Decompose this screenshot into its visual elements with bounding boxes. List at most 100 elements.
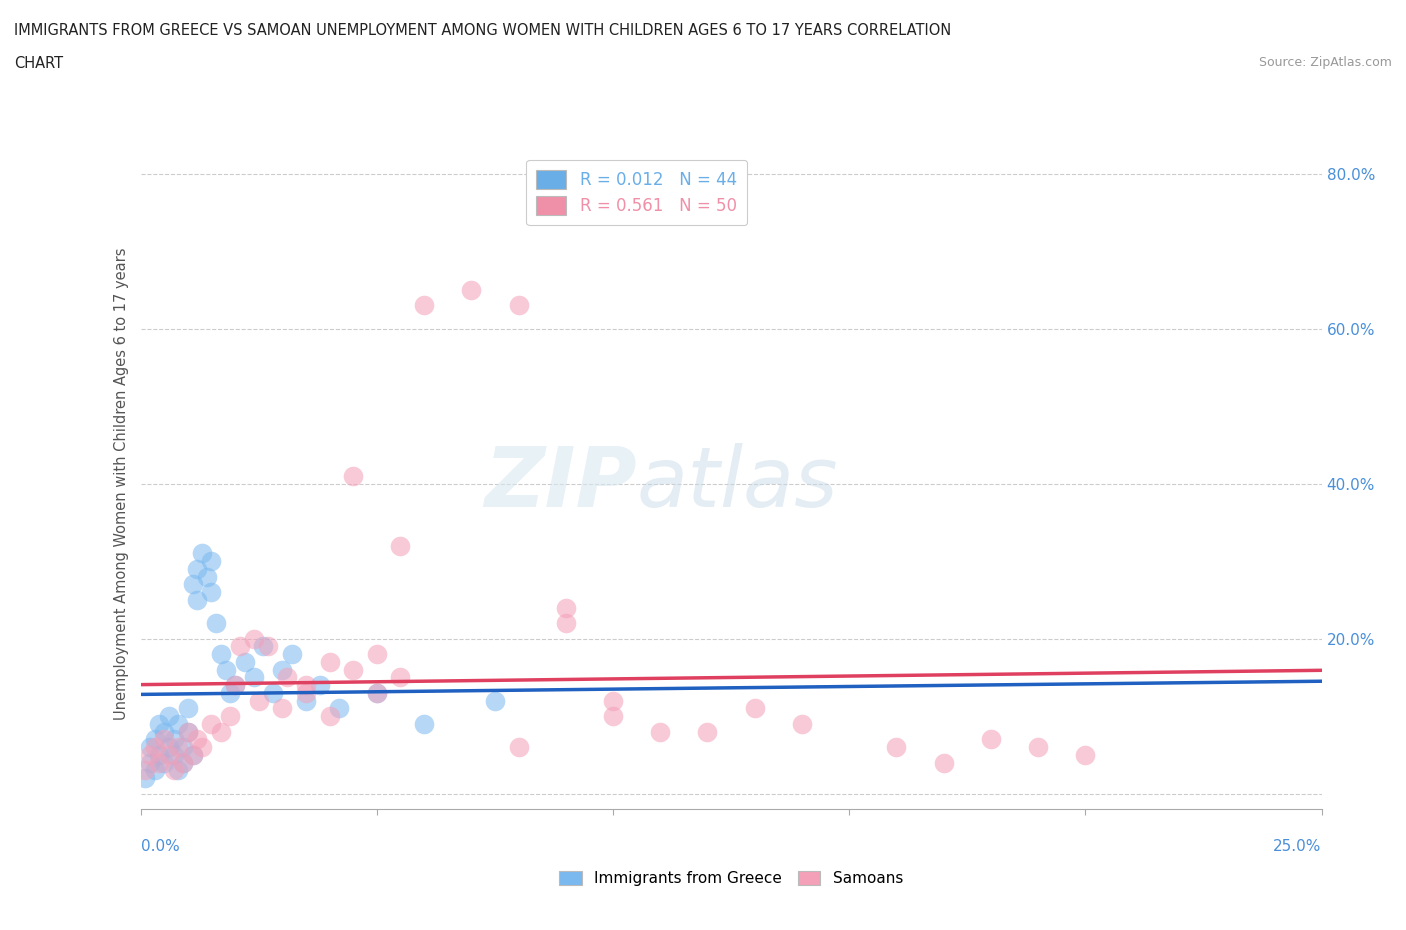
Point — [460, 283, 482, 298]
Point — [271, 662, 294, 677]
Point — [172, 739, 194, 754]
Point — [163, 748, 186, 763]
Point — [554, 616, 576, 631]
Text: atlas: atlas — [637, 443, 838, 525]
Point — [247, 693, 270, 708]
Point — [167, 763, 190, 777]
Point — [195, 569, 218, 584]
Point — [172, 755, 194, 770]
Point — [181, 748, 204, 763]
Y-axis label: Unemployment Among Women with Children Ages 6 to 17 years: Unemployment Among Women with Children A… — [114, 247, 129, 720]
Point — [177, 701, 200, 716]
Point — [309, 678, 332, 693]
Point — [413, 716, 436, 731]
Point — [177, 724, 200, 739]
Point — [243, 631, 266, 646]
Point — [508, 739, 530, 754]
Point — [243, 670, 266, 684]
Point — [484, 693, 506, 708]
Point — [143, 732, 166, 747]
Point — [696, 724, 718, 739]
Point — [980, 732, 1002, 747]
Point — [172, 755, 194, 770]
Point — [342, 469, 364, 484]
Point — [205, 616, 228, 631]
Point — [224, 678, 246, 693]
Point — [554, 600, 576, 615]
Point — [139, 739, 162, 754]
Point — [181, 748, 204, 763]
Point — [181, 577, 204, 591]
Point — [153, 732, 176, 747]
Point — [389, 670, 412, 684]
Point — [139, 748, 162, 763]
Point — [257, 639, 280, 654]
Point — [932, 755, 955, 770]
Point — [139, 755, 162, 770]
Point — [602, 693, 624, 708]
Point — [191, 546, 214, 561]
Point — [157, 709, 180, 724]
Point — [508, 298, 530, 312]
Point — [366, 646, 388, 661]
Point — [186, 562, 208, 577]
Point — [134, 763, 156, 777]
Point — [163, 732, 186, 747]
Point — [177, 724, 200, 739]
Point — [143, 739, 166, 754]
Point — [134, 771, 156, 786]
Point — [1074, 748, 1097, 763]
Point — [295, 685, 318, 700]
Point — [219, 685, 242, 700]
Point — [389, 538, 412, 553]
Point — [148, 716, 170, 731]
Point — [233, 655, 256, 670]
Point — [886, 739, 908, 754]
Point — [318, 655, 340, 670]
Point — [276, 670, 298, 684]
Point — [295, 693, 318, 708]
Text: IMMIGRANTS FROM GREECE VS SAMOAN UNEMPLOYMENT AMONG WOMEN WITH CHILDREN AGES 6 T: IMMIGRANTS FROM GREECE VS SAMOAN UNEMPLO… — [14, 23, 952, 38]
Text: CHART: CHART — [14, 56, 63, 71]
Point — [602, 709, 624, 724]
Point — [153, 724, 176, 739]
Point — [295, 678, 318, 693]
Point — [252, 639, 274, 654]
Point — [271, 701, 294, 716]
Point — [209, 646, 232, 661]
Point — [342, 662, 364, 677]
Point — [186, 592, 208, 607]
Point — [366, 685, 388, 700]
Text: 0.0%: 0.0% — [141, 839, 180, 854]
Point — [167, 739, 190, 754]
Point — [744, 701, 766, 716]
Point — [366, 685, 388, 700]
Legend: Immigrants from Greece, Samoans: Immigrants from Greece, Samoans — [553, 865, 910, 893]
Point — [790, 716, 813, 731]
Point — [143, 763, 166, 777]
Point — [229, 639, 252, 654]
Point — [200, 585, 222, 600]
Point — [650, 724, 672, 739]
Point — [186, 732, 208, 747]
Point — [209, 724, 232, 739]
Text: Source: ZipAtlas.com: Source: ZipAtlas.com — [1258, 56, 1392, 69]
Point — [328, 701, 350, 716]
Point — [281, 646, 304, 661]
Point — [157, 739, 180, 754]
Point — [200, 716, 222, 731]
Point — [262, 685, 284, 700]
Point — [191, 739, 214, 754]
Point — [214, 662, 236, 677]
Point — [148, 748, 170, 763]
Text: ZIP: ZIP — [484, 443, 637, 525]
Text: 25.0%: 25.0% — [1274, 839, 1322, 854]
Point — [148, 755, 170, 770]
Point — [1026, 739, 1049, 754]
Point — [318, 709, 340, 724]
Point — [219, 709, 242, 724]
Point — [153, 755, 176, 770]
Point — [163, 763, 186, 777]
Point — [224, 678, 246, 693]
Point — [200, 553, 222, 568]
